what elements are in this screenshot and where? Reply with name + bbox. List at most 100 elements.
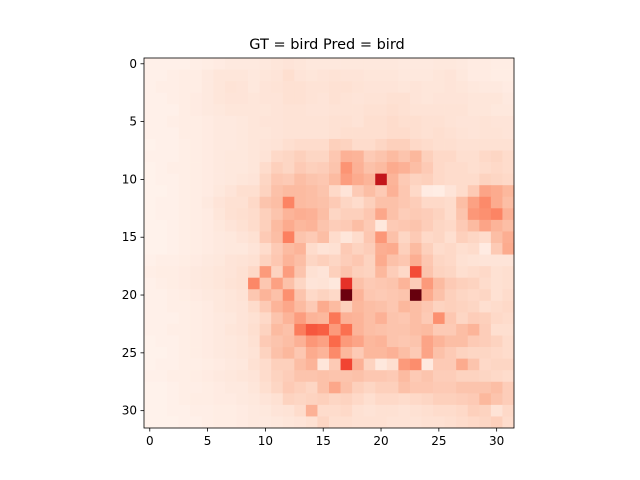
heatmap-cell: [282, 312, 295, 325]
heatmap-cell: [352, 289, 365, 302]
heatmap-cell: [352, 150, 365, 163]
heatmap-cell: [421, 138, 434, 151]
heatmap-cell: [213, 289, 226, 302]
heatmap-cell: [167, 277, 180, 290]
heatmap-cell: [409, 127, 422, 140]
heatmap-cell: [282, 69, 295, 82]
heatmap-cell: [305, 219, 318, 232]
heatmap-cell: [144, 370, 156, 383]
heatmap-cell: [201, 173, 214, 186]
heatmap-cell: [502, 347, 515, 359]
heatmap-cell: [224, 277, 237, 290]
heatmap-cell: [248, 231, 260, 244]
heatmap-cell: [456, 150, 469, 163]
heatmap-cell: [282, 393, 295, 406]
heatmap-cell: [502, 289, 515, 302]
heatmap-cell: [375, 300, 388, 313]
heatmap-cell: [155, 92, 168, 105]
heatmap-cell: [282, 104, 295, 117]
heatmap-cell: [502, 323, 515, 336]
heatmap-cell: [259, 404, 272, 417]
heatmap-cell: [444, 150, 457, 163]
heatmap-cell: [409, 370, 422, 383]
heatmap-cell: [444, 277, 457, 290]
heatmap-cell: [144, 104, 156, 117]
heatmap-cell: [155, 185, 168, 198]
heatmap-cell: [375, 266, 388, 279]
heatmap-cell: [259, 300, 272, 313]
heatmap-cell: [363, 104, 376, 117]
heatmap-cell: [340, 81, 353, 94]
heatmap-cell: [329, 185, 341, 198]
heatmap-cell: [467, 231, 480, 244]
heatmap-cell: [236, 81, 249, 94]
heatmap-cell: [502, 81, 515, 94]
heatmap-cell: [305, 393, 318, 406]
heatmap-cell: [456, 162, 469, 174]
heatmap-cell: [456, 277, 469, 290]
heatmap-cell: [305, 231, 318, 244]
heatmap-cell: [144, 196, 156, 209]
heatmap-cell: [352, 208, 365, 221]
heatmap-cell: [305, 104, 318, 117]
heatmap-cell: [190, 254, 203, 267]
heatmap-cell: [282, 347, 295, 359]
heatmap-cell: [421, 104, 434, 117]
heatmap-cell: [363, 150, 376, 163]
heatmap-cell: [490, 370, 503, 383]
heatmap-cell: [271, 231, 284, 244]
heatmap-cell: [224, 347, 237, 359]
heatmap-cell: [386, 277, 399, 290]
heatmap-cell: [352, 254, 365, 267]
heatmap-cell: [502, 58, 515, 70]
heatmap-cell: [444, 231, 457, 244]
heatmap-cell: [282, 358, 295, 371]
heatmap-cell: [456, 266, 469, 279]
heatmap-cell: [248, 416, 260, 429]
heatmap-cell: [248, 58, 260, 70]
heatmap-cell: [479, 81, 492, 94]
heatmap-cell: [444, 173, 457, 186]
heatmap-cell: [190, 335, 203, 348]
heatmap-cell: [178, 173, 191, 186]
heatmap-cell: [479, 347, 492, 359]
heatmap-cell: [317, 393, 330, 406]
heatmap-cell: [479, 196, 492, 209]
heatmap-cell: [352, 323, 365, 336]
heatmap-cell: [167, 162, 180, 174]
heatmap-cell: [363, 173, 376, 186]
heatmap-cell: [467, 335, 480, 348]
heatmap-cell: [167, 266, 180, 279]
heatmap-cell: [352, 219, 365, 232]
heatmap-cell: [456, 381, 469, 394]
heatmap-cell: [340, 277, 353, 290]
heatmap-cell: [248, 335, 260, 348]
heatmap-cell: [433, 69, 445, 82]
heatmap-cell: [144, 289, 156, 302]
heatmap-cell: [224, 81, 237, 94]
heatmap-cell: [433, 104, 445, 117]
heatmap-cell: [421, 393, 434, 406]
heatmap-cell: [282, 127, 295, 140]
heatmap-cell: [409, 58, 422, 70]
heatmap-cell: [167, 254, 180, 267]
heatmap-cell: [248, 162, 260, 174]
heatmap-cell: [178, 404, 191, 417]
heatmap-cell: [329, 173, 341, 186]
heatmap-cell: [398, 231, 411, 244]
heatmap-cell: [259, 231, 272, 244]
heatmap-cell: [444, 185, 457, 198]
heatmap-cell: [386, 289, 399, 302]
heatmap-cell: [224, 69, 237, 82]
heatmap-cell: [329, 312, 341, 325]
heatmap-cell: [375, 81, 388, 94]
heatmap-cell: [375, 127, 388, 140]
heatmap-cell: [502, 243, 515, 255]
heatmap-cell: [433, 416, 445, 429]
heatmap-cell: [386, 266, 399, 279]
heatmap-cell: [329, 92, 341, 105]
heatmap-cell: [294, 150, 307, 163]
heatmap-cell: [167, 104, 180, 117]
heatmap-cell: [190, 300, 203, 313]
heatmap-cell: [421, 127, 434, 140]
